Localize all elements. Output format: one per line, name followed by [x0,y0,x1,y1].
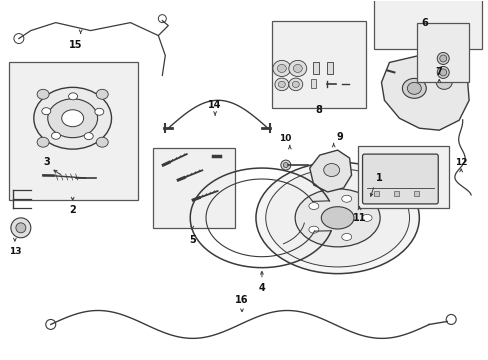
Ellipse shape [323,163,339,176]
Text: 3: 3 [43,157,50,167]
Ellipse shape [321,207,353,229]
Ellipse shape [292,81,299,87]
Ellipse shape [84,133,93,140]
Text: 5: 5 [188,235,195,245]
Ellipse shape [288,60,306,77]
Ellipse shape [308,203,318,210]
Bar [153,148,235,228]
Ellipse shape [255,162,419,274]
Ellipse shape [435,75,451,89]
Circle shape [46,319,56,329]
Ellipse shape [341,234,351,240]
Circle shape [446,315,455,324]
Bar [413,191,419,196]
Text: 7: 7 [435,67,442,77]
Ellipse shape [439,55,446,62]
Ellipse shape [341,195,351,202]
Bar [416,23,468,82]
Bar [9,62,138,200]
FancyBboxPatch shape [362,154,437,204]
Ellipse shape [95,108,103,115]
Ellipse shape [37,89,49,99]
Text: 14: 14 [208,100,222,110]
Text: 1: 1 [375,173,382,183]
Ellipse shape [277,64,286,72]
Ellipse shape [283,163,288,167]
Bar [326,62,332,75]
Text: 13: 13 [9,247,21,256]
Ellipse shape [61,110,83,127]
Ellipse shape [402,78,426,98]
Text: 4: 4 [258,283,265,293]
Ellipse shape [96,137,108,147]
Ellipse shape [37,137,49,147]
Ellipse shape [274,78,288,91]
Text: 10: 10 [278,134,290,143]
Ellipse shape [361,214,371,221]
Ellipse shape [308,226,318,233]
Ellipse shape [48,99,98,138]
Ellipse shape [288,78,302,91]
Text: 8: 8 [315,105,322,115]
Bar [374,0,481,49]
Polygon shape [309,150,351,192]
Ellipse shape [295,189,379,247]
Ellipse shape [96,89,108,99]
Ellipse shape [278,81,285,87]
Ellipse shape [293,64,302,72]
Bar [310,80,315,88]
Bar [312,62,318,75]
Ellipse shape [265,169,408,267]
Ellipse shape [436,67,448,78]
Bar [374,191,379,196]
Text: 16: 16 [235,294,248,305]
Ellipse shape [280,160,290,170]
Text: 15: 15 [69,40,82,50]
Ellipse shape [51,132,61,139]
Text: 12: 12 [454,158,467,167]
Circle shape [16,223,26,233]
Bar [394,191,399,196]
Bar [271,21,365,108]
Ellipse shape [407,82,421,94]
Ellipse shape [439,69,446,76]
Polygon shape [381,55,468,130]
Text: 6: 6 [420,18,427,28]
Text: 9: 9 [336,132,342,142]
Ellipse shape [34,87,111,149]
Circle shape [14,33,24,44]
Ellipse shape [68,93,78,100]
Circle shape [158,15,166,23]
Bar [357,146,448,208]
Ellipse shape [41,108,51,114]
Ellipse shape [436,53,448,64]
Circle shape [11,218,31,238]
Text: 11: 11 [352,213,366,223]
Text: 2: 2 [69,205,76,215]
Ellipse shape [272,60,290,77]
